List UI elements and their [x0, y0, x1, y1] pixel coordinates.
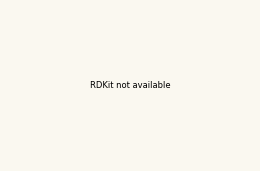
Text: RDKit not available: RDKit not available	[90, 81, 170, 90]
